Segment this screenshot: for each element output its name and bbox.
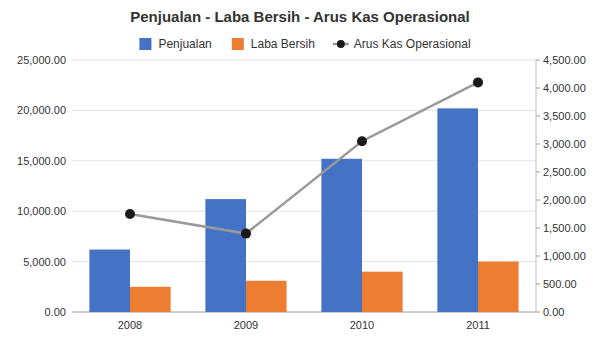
y2-tick-label: 500.00: [543, 278, 577, 290]
marker: [473, 77, 483, 87]
y2-tick-label: 2,500.00: [543, 166, 586, 178]
y-tick-label: 25,000.00: [17, 54, 66, 66]
y2-tick-label: 1,500.00: [543, 222, 586, 234]
bar: [130, 287, 171, 312]
x-tick-label: 2008: [118, 319, 142, 331]
y2-tick-label: 2,000.00: [543, 194, 586, 206]
y2-tick: [536, 228, 540, 229]
y2-tick-label: 4,500.00: [543, 54, 586, 66]
x-tick-label: 2010: [350, 319, 374, 331]
y2-tick: [536, 284, 540, 285]
bar: [246, 281, 287, 312]
y2-tick: [536, 200, 540, 201]
y2-tick: [536, 144, 540, 145]
axes: 0.00 5,000.00 10,000.00 15,000.00 20,000.00 2…: [17, 54, 586, 331]
y2-tick: [536, 256, 540, 257]
legend-item: Penjualan: [139, 37, 211, 51]
y-tick-label: 10,000.00: [17, 205, 66, 217]
y2-tick-label: 4,000.00: [543, 82, 586, 94]
y2-tick: [536, 312, 540, 313]
y-tick-label: 0.00: [45, 306, 66, 318]
legend-swatch: [232, 38, 244, 50]
title: Penjualan - Laba Bersih - Arus Kas Opera…: [130, 8, 470, 25]
bar: [437, 108, 478, 312]
y2-tick: [536, 60, 540, 61]
y2-tick-label: 3,000.00: [543, 138, 586, 150]
x-tick-label: 2011: [466, 319, 490, 331]
bar: [362, 272, 403, 312]
y-tick-label: 20,000.00: [17, 104, 66, 116]
y2-axis-line: [536, 60, 537, 312]
marker: [241, 229, 251, 239]
bar: [321, 159, 362, 312]
y2-tick-label: 3,500.00: [543, 110, 586, 122]
bar: [478, 262, 519, 312]
y2-tick: [536, 116, 540, 117]
grid-line: [72, 60, 536, 61]
legend-label: Arus Kas Operasional: [354, 37, 471, 51]
x-tick-label: 2009: [234, 319, 258, 331]
legend-label: Penjualan: [158, 37, 211, 51]
marker: [125, 209, 135, 219]
bar: [205, 199, 246, 312]
y2-tick: [536, 172, 540, 173]
grid: [72, 60, 536, 312]
bar: [89, 250, 130, 312]
y-tick-label: 5,000.00: [23, 256, 66, 268]
y2-tick-label: 0.00: [543, 306, 564, 318]
y2-tick-label: 1,000.00: [543, 250, 586, 262]
marks: [89, 77, 518, 312]
legend-item: Arus Kas Operasional: [333, 37, 471, 51]
legend-label: Laba Bersih: [251, 37, 315, 51]
legend-swatch: [139, 38, 151, 50]
marker: [357, 136, 367, 146]
legend-swatch: [337, 40, 345, 48]
legend: Penjualan Laba Bersih Arus Kas Operasional: [139, 37, 470, 51]
legend-item: Laba Bersih: [232, 37, 315, 51]
chart: Penjualan - Laba Bersih - Arus Kas Opera…: [0, 0, 600, 344]
y2-tick: [536, 88, 540, 89]
y-tick-label: 15,000.00: [17, 155, 66, 167]
line: [130, 82, 478, 233]
